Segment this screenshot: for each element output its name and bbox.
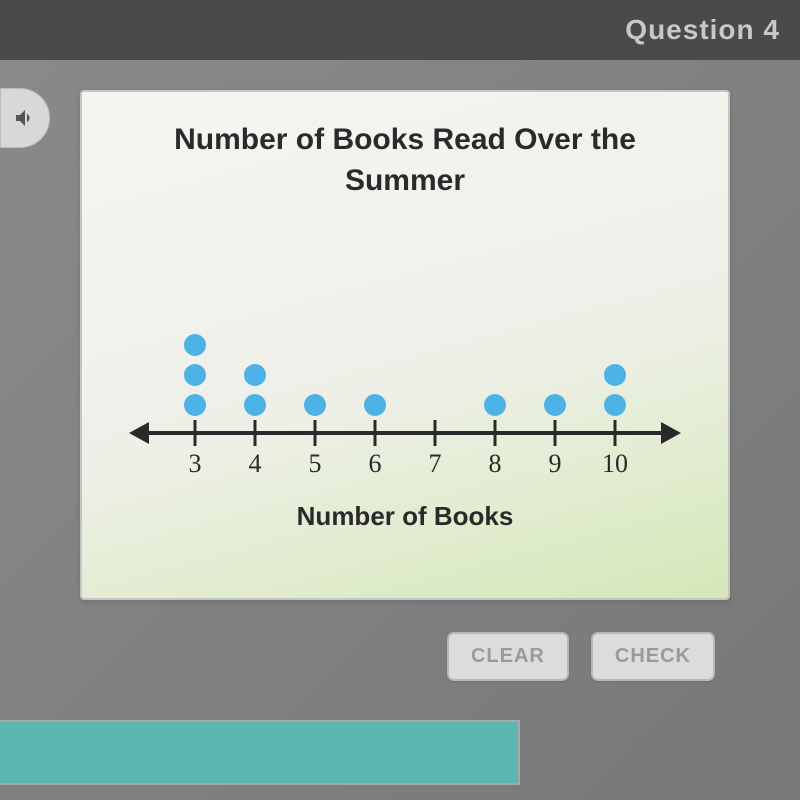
data-dot — [184, 394, 206, 416]
data-dot — [244, 364, 266, 386]
chart-card: Number of Books Read Over the Summer 3 4 5… — [80, 90, 730, 600]
x-axis-line — [147, 431, 663, 435]
tick — [614, 420, 617, 446]
question-label: Question 4 — [625, 14, 780, 45]
data-dot — [364, 394, 386, 416]
data-dot — [244, 394, 266, 416]
data-dot — [544, 394, 566, 416]
data-dot — [304, 394, 326, 416]
chart-title-line1: Number of Books Read Over the — [174, 123, 636, 156]
data-dot — [184, 334, 206, 356]
chart-title-line2: Summer — [345, 164, 465, 197]
arrow-left-icon — [129, 422, 149, 444]
data-dot — [184, 364, 206, 386]
tick-label: 3 — [189, 449, 202, 479]
clear-button[interactable]: CLEAR — [447, 632, 569, 681]
footer-strip — [0, 720, 520, 785]
tick-label: 9 — [549, 449, 562, 479]
tick-label: 4 — [249, 449, 262, 479]
tick-label: 8 — [489, 449, 502, 479]
tick — [254, 420, 257, 446]
check-button[interactable]: CHECK — [591, 632, 715, 681]
tick-label: 10 — [602, 449, 628, 479]
tick-label: 6 — [369, 449, 382, 479]
tick — [554, 420, 557, 446]
audio-button[interactable] — [0, 88, 50, 148]
tick — [494, 420, 497, 446]
tick-label: 5 — [309, 449, 322, 479]
tick — [194, 420, 197, 446]
data-dot — [604, 364, 626, 386]
tick — [434, 420, 437, 446]
x-axis-label: Number of Books — [116, 501, 694, 532]
data-dot — [604, 394, 626, 416]
data-dot — [484, 394, 506, 416]
tick — [314, 420, 317, 446]
tick — [374, 420, 377, 446]
button-row: CLEAR CHECK — [447, 632, 715, 681]
chart-title: Number of Books Read Over the Summer — [116, 120, 694, 201]
speaker-icon — [13, 106, 37, 130]
tick-label: 7 — [429, 449, 442, 479]
arrow-right-icon — [661, 422, 681, 444]
dot-plot: 3 4 5 6 7 8 9 10 — [125, 233, 685, 493]
header-bar: Question 4 — [0, 0, 800, 60]
